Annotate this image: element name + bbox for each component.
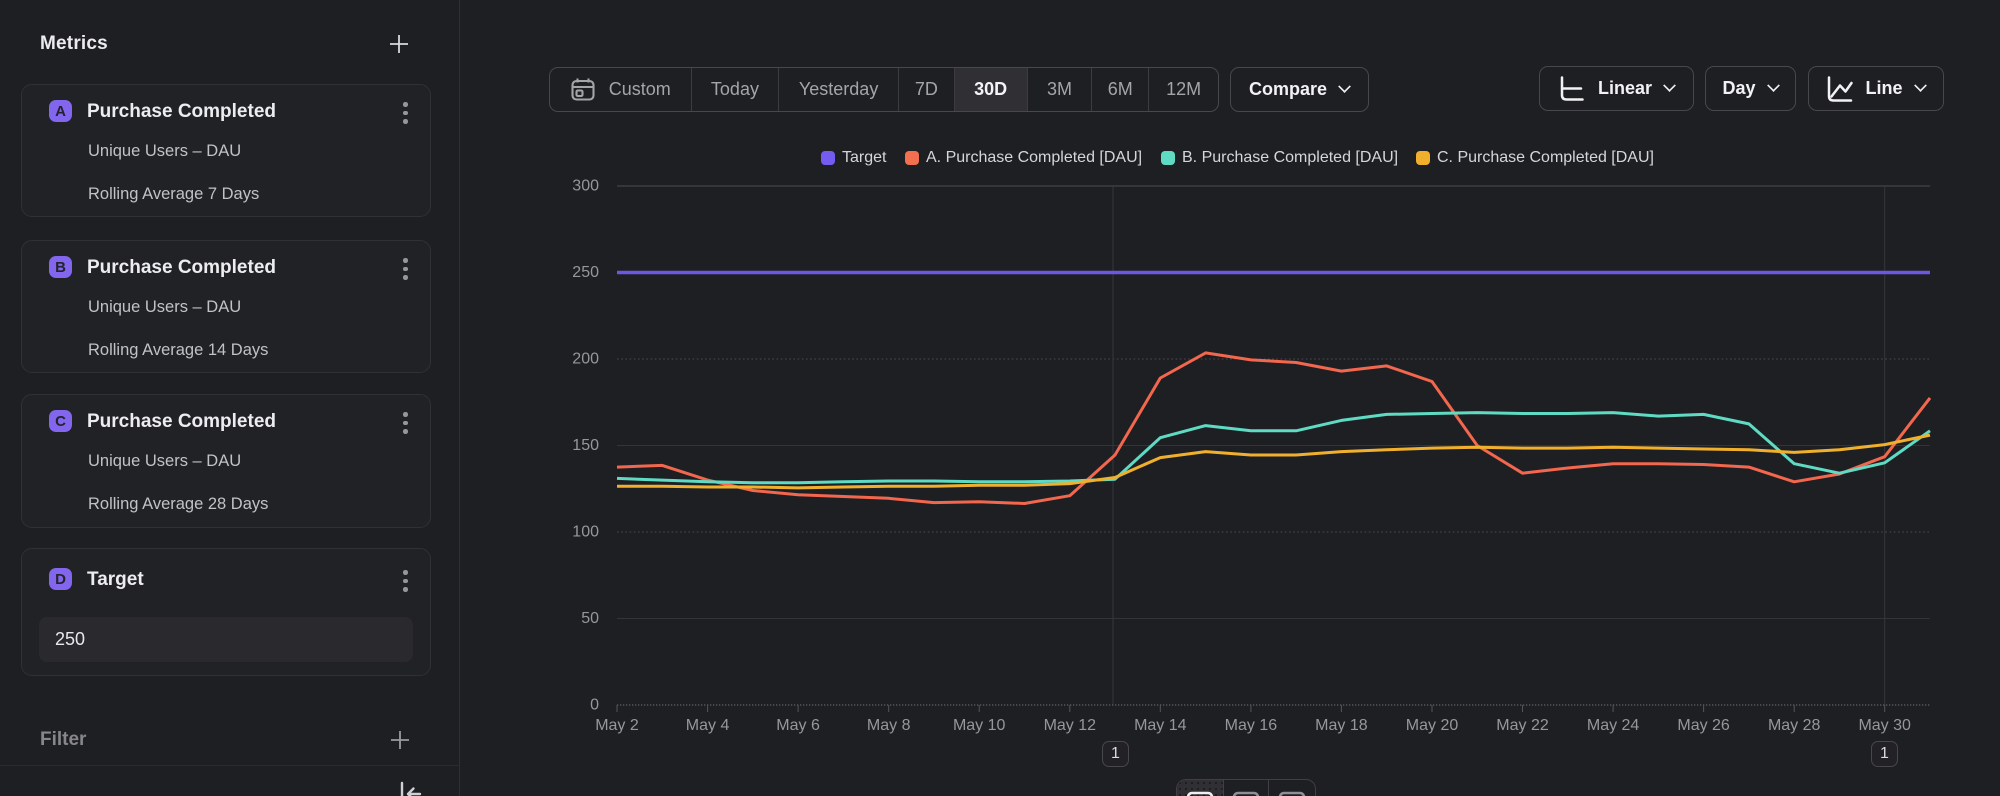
svg-text:300: 300: [572, 178, 599, 195]
svg-text:May 22: May 22: [1496, 717, 1549, 734]
svg-text:100: 100: [572, 524, 599, 541]
svg-text:50: 50: [581, 610, 599, 627]
svg-text:May 6: May 6: [776, 717, 820, 734]
svg-text:May 20: May 20: [1406, 717, 1459, 734]
svg-text:May 10: May 10: [953, 717, 1006, 734]
svg-text:250: 250: [572, 264, 599, 281]
svg-text:May 28: May 28: [1768, 717, 1821, 734]
svg-text:May 24: May 24: [1587, 717, 1640, 734]
svg-text:May 30: May 30: [1858, 717, 1911, 734]
svg-text:May 4: May 4: [686, 717, 730, 734]
svg-text:150: 150: [572, 437, 599, 454]
svg-text:0: 0: [590, 697, 599, 714]
svg-text:May 2: May 2: [595, 717, 639, 734]
svg-text:200: 200: [572, 351, 599, 368]
svg-text:May 26: May 26: [1677, 717, 1730, 734]
svg-text:May 12: May 12: [1044, 717, 1097, 734]
svg-text:May 14: May 14: [1134, 717, 1187, 734]
svg-text:May 18: May 18: [1315, 717, 1368, 734]
svg-text:May 16: May 16: [1225, 717, 1278, 734]
svg-text:May 8: May 8: [867, 717, 911, 734]
